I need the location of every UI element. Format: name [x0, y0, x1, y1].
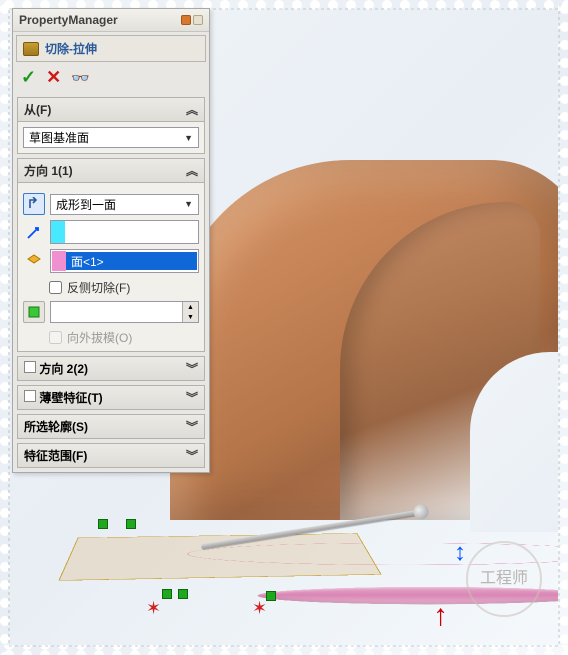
selected-face[interactable]: 面<1> [66, 252, 197, 270]
sketch-handle[interactable] [178, 589, 188, 599]
dropdown-icon: ▼ [184, 133, 193, 143]
sketch-handle[interactable] [266, 591, 276, 601]
feature-header: 切除-拉伸 [16, 35, 206, 62]
section-from: 从(F) ︽ 草图基准面 ▼ [17, 97, 205, 154]
pm-titlebar: PropertyManager [13, 9, 209, 32]
end-condition-combo[interactable]: 成形到一面 ▼ [50, 194, 199, 215]
cut-extrude-icon [23, 42, 39, 56]
reverse-direction-button[interactable] [23, 193, 45, 215]
face-selection-box[interactable]: 面<1> [50, 249, 199, 273]
feature-name: 切除-拉伸 [45, 40, 97, 57]
sketch-region[interactable]: ✶ ✶ [70, 513, 370, 597]
sketch-handle[interactable] [162, 589, 172, 599]
spin-up-button[interactable]: ▲ [182, 302, 198, 312]
swatch-cyan [51, 221, 65, 243]
watermark-badge: 工程师 [466, 541, 542, 617]
expand-icon [24, 390, 36, 402]
direction-arrow-icon[interactable]: ↕ [454, 539, 466, 567]
swatch-magenta [52, 251, 66, 271]
origin-marker: ✶ [252, 598, 267, 619]
draft-outward-checkbox-row: 向外拔模(O) [49, 329, 199, 346]
reverse-arrow-icon [27, 197, 41, 211]
spin-down-button[interactable]: ▼ [182, 312, 198, 322]
dropdown-icon: ▼ [184, 199, 193, 209]
property-manager-panel: PropertyManager 切除-拉伸 ✓ ✕ 👓 从(F) ︽ 草图基准面… [12, 8, 210, 473]
collapse-icon: ︽ [186, 162, 198, 179]
pm-action-bar: ✓ ✕ 👓 [13, 62, 209, 93]
flip-cut-checkbox[interactable] [49, 281, 62, 294]
flip-cut-checkbox-row[interactable]: 反侧切除(F) [49, 279, 199, 296]
section-direction1: 方向 1(1) ︽ 成形到一面 ▼ [17, 158, 205, 352]
direction-vector-icon[interactable] [23, 221, 45, 243]
expand-chevron-icon: ︾ [186, 360, 198, 377]
expand-chevron-icon: ︾ [186, 447, 198, 464]
origin-marker: ✶ [146, 598, 161, 619]
draft-angle-input[interactable]: ▲ ▼ [50, 301, 199, 323]
collapse-icon: ︽ [186, 101, 198, 118]
from-combo[interactable]: 草图基准面 ▼ [23, 127, 199, 148]
up-arrow-icon: ↑ [433, 599, 448, 633]
ok-button[interactable]: ✓ [21, 67, 36, 88]
section-selected-contours[interactable]: 所选轮廓(S) ︾ [17, 414, 205, 439]
expand-chevron-icon: ︾ [186, 418, 198, 435]
model-body[interactable] [170, 160, 558, 520]
draft-outward-checkbox [49, 331, 62, 344]
preview-button[interactable]: 👓 [71, 69, 90, 87]
pm-title: PropertyManager [19, 13, 118, 27]
section-dir1-header[interactable]: 方向 1(1) ︽ [17, 158, 205, 183]
section-feature-scope[interactable]: 特征范围(F) ︾ [17, 443, 205, 468]
section-direction2[interactable]: 方向 2(2) ︾ [17, 356, 205, 381]
sketch-handle[interactable] [126, 519, 136, 529]
pm-pin-buttons[interactable] [181, 15, 203, 25]
section-from-header[interactable]: 从(F) ︽ [17, 97, 205, 122]
expand-icon [24, 361, 36, 373]
model-arch-cut [340, 202, 540, 520]
section-thin-feature[interactable]: 薄壁特征(T) ︾ [17, 385, 205, 410]
sketch-handle[interactable] [98, 519, 108, 529]
direction-selection-box[interactable] [50, 220, 199, 244]
draft-button[interactable] [23, 301, 45, 323]
expand-chevron-icon: ︾ [186, 389, 198, 406]
cancel-button[interactable]: ✕ [46, 67, 61, 88]
face-select-icon[interactable] [23, 250, 45, 272]
